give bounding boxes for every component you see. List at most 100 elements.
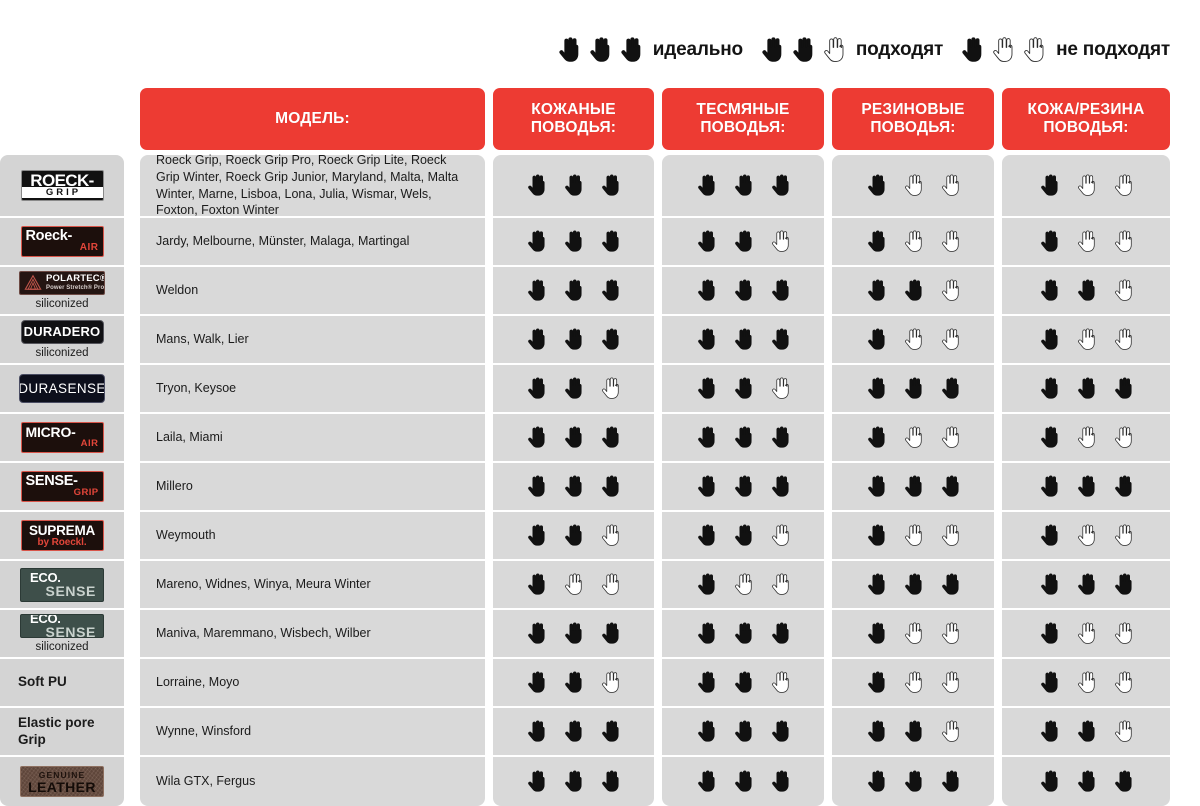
hand-filled-icon	[904, 377, 923, 400]
rating-cell-r12-c2[interactable]	[832, 757, 994, 806]
rating-cell-r3-c0[interactable]	[493, 316, 654, 365]
model-names: Roeck Grip, Roeck Grip Pro, Roeck Grip L…	[156, 153, 459, 218]
brand-cell-7[interactable]: SUPREMA by Roeckl.	[0, 512, 124, 561]
brand-line1: MICRO-	[25, 424, 76, 440]
rating-cell-r9-c2[interactable]	[832, 610, 994, 659]
rating-cell-r6-c1[interactable]	[662, 463, 824, 512]
model-cell-5[interactable]: Laila, Miami	[140, 414, 485, 463]
model-cell-12[interactable]: Wila GTX, Fergus	[140, 757, 485, 806]
rating-cell-r0-c2[interactable]	[832, 155, 994, 218]
hand-filled-icon	[1040, 377, 1059, 400]
rating-cell-r1-c3[interactable]	[1002, 218, 1170, 267]
model-cell-1[interactable]: Jardy, Melbourne, Münster, Malaga, Marti…	[140, 218, 485, 267]
cell-gap	[824, 365, 832, 414]
rating-cell-r6-c2[interactable]	[832, 463, 994, 512]
brand-cell-10[interactable]: Soft PU	[0, 659, 124, 708]
brand-cell-8[interactable]: ECO. SENSE	[0, 561, 124, 610]
model-cell-6[interactable]: Millero	[140, 463, 485, 512]
brand-spacer	[124, 610, 140, 659]
hand-filled-icon	[867, 230, 886, 253]
rating-cell-r11-c2[interactable]	[832, 708, 994, 757]
model-cell-8[interactable]: Mareno, Widnes, Winya, Meura Winter	[140, 561, 485, 610]
model-cell-0[interactable]: Roeck Grip, Roeck Grip Pro, Roeck Grip L…	[140, 153, 485, 218]
model-names: Jardy, Melbourne, Münster, Malaga, Marti…	[156, 234, 410, 249]
brand-cell-1[interactable]: Roeck- AIR	[0, 218, 124, 267]
rating-cell-r0-c1[interactable]	[662, 155, 824, 218]
rating-cell-r4-c2[interactable]	[832, 365, 994, 414]
model-cell-11[interactable]: Wynne, Winsford	[140, 708, 485, 757]
rating-cell-r7-c2[interactable]	[832, 512, 994, 561]
rating-cell-r1-c0[interactable]	[493, 218, 654, 267]
rating-cell-r7-c0[interactable]	[493, 512, 654, 561]
brand-cell-2[interactable]: POLARTEC® Power Stretch® Pro siliconized	[0, 267, 124, 316]
brand-cell-9[interactable]: ECO. SENSE siliconized	[0, 610, 124, 659]
rating-cell-r8-c0[interactable]	[493, 561, 654, 610]
rating-cell-r7-c3[interactable]	[1002, 512, 1170, 561]
brand-cell-11[interactable]: Elastic pore Grip	[0, 708, 124, 757]
brand-cell-4[interactable]: DURASENSE	[0, 365, 124, 414]
hand-filled-icon	[601, 622, 620, 645]
model-cell-3[interactable]: Mans, Walk, Lier	[140, 316, 485, 365]
cell-gap	[654, 365, 662, 414]
hand-filled-icon	[601, 230, 620, 253]
rating-cell-r10-c1[interactable]	[662, 659, 824, 708]
brand-cell-5[interactable]: MICRO- AIR	[0, 414, 124, 463]
rating-cell-r10-c3[interactable]	[1002, 659, 1170, 708]
rating-cell-r3-c3[interactable]	[1002, 316, 1170, 365]
brand-label: Soft PU	[18, 674, 67, 690]
rating-cell-r1-c2[interactable]	[832, 218, 994, 267]
rating-cell-r8-c1[interactable]	[662, 561, 824, 610]
cell-gap	[824, 512, 832, 561]
rating-cell-r2-c1[interactable]	[662, 267, 824, 316]
rating-cell-r12-c3[interactable]	[1002, 757, 1170, 806]
rating-cell-r0-c3[interactable]	[1002, 155, 1170, 218]
rating-cell-r8-c3[interactable]	[1002, 561, 1170, 610]
rating-cell-r3-c2[interactable]	[832, 316, 994, 365]
hand-filled-icon	[904, 573, 923, 596]
rating-cell-r9-c0[interactable]	[493, 610, 654, 659]
rating-cell-r12-c1[interactable]	[662, 757, 824, 806]
rating-cell-r5-c2[interactable]	[832, 414, 994, 463]
model-cell-2[interactable]: Weldon	[140, 267, 485, 316]
model-cell-10[interactable]: Lorraine, Moyo	[140, 659, 485, 708]
rating-cell-r4-c0[interactable]	[493, 365, 654, 414]
brand-cell-6[interactable]: SENSE- GRIP	[0, 463, 124, 512]
rating-cell-r10-c0[interactable]	[493, 659, 654, 708]
rating-cell-r5-c1[interactable]	[662, 414, 824, 463]
rating-cell-r3-c1[interactable]	[662, 316, 824, 365]
hand-outline-icon	[1114, 174, 1133, 197]
cell-gap	[994, 463, 1002, 512]
rating-cell-r7-c1[interactable]	[662, 512, 824, 561]
rating-cell-r6-c0[interactable]	[493, 463, 654, 512]
rating-cell-r6-c3[interactable]	[1002, 463, 1170, 512]
rating-cell-r4-c3[interactable]	[1002, 365, 1170, 414]
rating-cell-r0-c0[interactable]	[493, 155, 654, 218]
rating-cell-r10-c2[interactable]	[832, 659, 994, 708]
rating-cell-r4-c1[interactable]	[662, 365, 824, 414]
model-cell-7[interactable]: Weymouth	[140, 512, 485, 561]
rating-cell-r2-c3[interactable]	[1002, 267, 1170, 316]
rating-cell-r5-c0[interactable]	[493, 414, 654, 463]
model-cell-9[interactable]: Maniva, Maremmano, Wisbech, Wilber	[140, 610, 485, 659]
rating-cell-r9-c1[interactable]	[662, 610, 824, 659]
brand-cell-3[interactable]: DURADERO siliconized	[0, 316, 124, 365]
rating-cell-r11-c1[interactable]	[662, 708, 824, 757]
hand-outline-icon	[941, 671, 960, 694]
brand-line1: Roeck-	[25, 228, 73, 244]
rating-cell-r8-c2[interactable]	[832, 561, 994, 610]
hand-filled-icon	[734, 230, 753, 253]
cell-gap	[994, 708, 1002, 757]
brand-cell-0[interactable]: ROECK- GRIP	[0, 155, 124, 218]
hand-filled-icon	[734, 671, 753, 694]
rating-cell-r11-c3[interactable]	[1002, 708, 1170, 757]
rating-cell-r11-c0[interactable]	[493, 708, 654, 757]
rating-cell-r2-c2[interactable]	[832, 267, 994, 316]
rating-cell-r1-c1[interactable]	[662, 218, 824, 267]
rating-cell-r2-c0[interactable]	[493, 267, 654, 316]
model-cell-4[interactable]: Tryon, Keysoe	[140, 365, 485, 414]
rating-cell-r5-c3[interactable]	[1002, 414, 1170, 463]
rating-cell-r12-c0[interactable]	[493, 757, 654, 806]
rating-cell-r9-c3[interactable]	[1002, 610, 1170, 659]
legend-label-2: не подходят	[1056, 39, 1170, 60]
brand-cell-12[interactable]: GENUINE LEATHER	[0, 757, 124, 806]
